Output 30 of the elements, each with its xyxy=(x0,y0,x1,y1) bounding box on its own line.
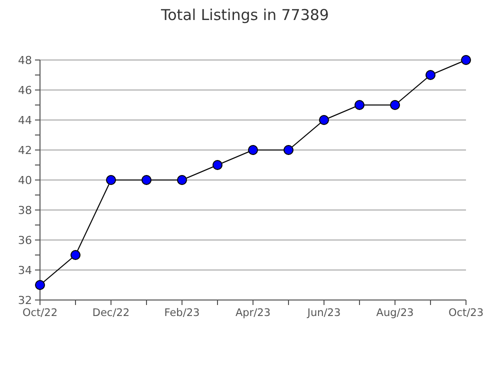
point xyxy=(284,145,294,155)
point xyxy=(354,100,364,110)
point xyxy=(35,280,45,290)
y-tick-label: 34 xyxy=(18,264,32,277)
x-tick-label: Oct/22 xyxy=(22,307,58,319)
y-tick-label: 48 xyxy=(18,54,32,67)
point xyxy=(70,250,80,260)
y-tick-label: 36 xyxy=(18,234,32,247)
x-tick-label: Dec/22 xyxy=(92,307,130,319)
point xyxy=(177,175,187,185)
point xyxy=(106,175,116,185)
point xyxy=(248,145,258,155)
y-tick-label: 42 xyxy=(18,144,32,157)
point xyxy=(212,160,222,170)
x-tick-label: Jun/23 xyxy=(306,307,341,319)
y-tick-label: 38 xyxy=(18,204,32,217)
point xyxy=(426,70,436,80)
x-tick-label: Apr/23 xyxy=(235,307,271,319)
y-tick-label: 44 xyxy=(18,114,32,127)
point xyxy=(319,115,329,125)
point xyxy=(390,100,400,110)
point xyxy=(142,175,152,185)
y-tick-label: 40 xyxy=(18,174,32,187)
x-tick-label: Aug/23 xyxy=(376,307,414,319)
y-tick-label: 32 xyxy=(18,294,32,307)
y-tick-label: 46 xyxy=(18,84,32,97)
x-tick-label: Oct/23 xyxy=(448,307,484,319)
chart-title: Total Listings in 77389 xyxy=(160,6,329,24)
point xyxy=(461,55,471,65)
x-tick-label: Feb/23 xyxy=(164,307,200,319)
